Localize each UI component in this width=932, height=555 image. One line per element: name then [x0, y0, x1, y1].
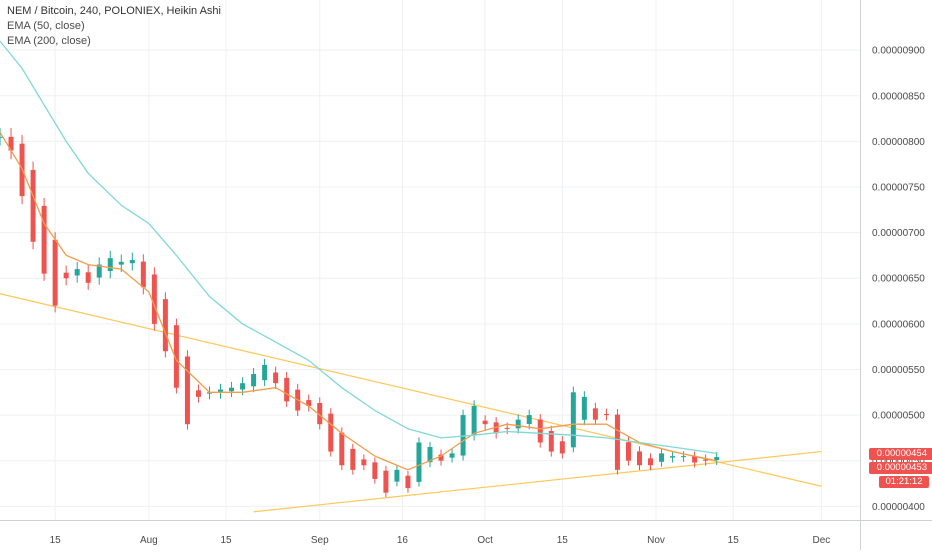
candle-body — [41, 205, 47, 274]
candle-body — [52, 239, 58, 306]
y-tick-label: 0.00000500 — [872, 411, 925, 422]
trendline — [253, 450, 822, 513]
candle-body — [471, 405, 477, 436]
candle-body — [592, 408, 598, 420]
x-tick-label: Dec — [813, 535, 831, 546]
y-tick-label: 0.00000800 — [872, 137, 925, 148]
candle-body — [581, 396, 587, 420]
candle-body — [648, 458, 654, 466]
candle-body — [636, 451, 642, 466]
candle-body — [449, 453, 455, 458]
ema50-legend[interactable]: EMA (50, close) — [7, 20, 85, 32]
candle-body — [537, 419, 543, 443]
candle-body — [504, 427, 510, 429]
x-tick-label: 15 — [220, 535, 232, 546]
candle-body — [96, 264, 102, 278]
candle-body — [195, 390, 201, 397]
x-tick-label: Nov — [647, 535, 665, 546]
x-tick-label: Aug — [140, 535, 158, 546]
y-tick-label: 0.00000650 — [872, 274, 925, 285]
candle-body — [273, 372, 279, 384]
candle-body — [570, 392, 576, 448]
x-tick-label: Oct — [477, 535, 493, 546]
ema200-legend[interactable]: EMA (200, close) — [7, 35, 91, 47]
y-tick-label: 0.00000600 — [872, 319, 925, 330]
candle-body — [427, 447, 433, 463]
candle-body — [559, 441, 565, 454]
bar-countdown: 01:21:12 — [879, 476, 929, 488]
candle-body — [30, 169, 36, 242]
x-tick-label: 15 — [50, 535, 62, 546]
ema200-line — [0, 40, 717, 455]
candle-body — [526, 415, 532, 424]
candle-body — [614, 414, 620, 470]
candle-body — [659, 453, 665, 462]
candle-body — [692, 456, 698, 463]
candle-body — [603, 413, 609, 416]
candle-body — [515, 419, 521, 429]
candle-body — [184, 356, 190, 425]
y-tick-label: 0.00000550 — [872, 365, 925, 376]
candle-body — [625, 442, 631, 461]
candle-body — [482, 420, 488, 425]
candle-body — [306, 400, 312, 406]
candle-body — [460, 415, 466, 456]
candle-body — [262, 364, 268, 381]
symbol-title[interactable]: NEM / Bitcoin, 240, POLONIEX, Heikin Ash… — [7, 5, 221, 17]
candle-body — [670, 456, 676, 458]
y-tick-label: 0.00000750 — [872, 183, 925, 194]
candle-body — [63, 272, 69, 279]
y-tick-label: 0.00000700 — [872, 228, 925, 239]
y-tick-label: 0.00000900 — [872, 46, 925, 57]
candle-body — [118, 261, 124, 265]
last-price-badge: 0.00000454 — [869, 448, 932, 460]
candle-body — [317, 403, 323, 425]
ema50-line — [0, 131, 717, 471]
candle-body — [416, 442, 422, 482]
x-tick-label: 16 — [397, 535, 409, 546]
candle-body — [681, 456, 687, 458]
candle-body — [0, 136, 3, 138]
candle-body — [383, 470, 389, 493]
candle-body — [703, 459, 709, 461]
candle-body — [328, 413, 334, 452]
candle-body — [74, 269, 80, 276]
x-tick-label: 15 — [557, 535, 569, 546]
y-tick-label: 0.00000400 — [872, 502, 925, 513]
candle-body — [361, 459, 367, 466]
y-tick-label: 0.00000450 — [872, 456, 925, 467]
candle-body — [229, 387, 235, 392]
candle-body — [140, 261, 146, 288]
candle-body — [173, 325, 179, 388]
candle-body — [107, 258, 113, 272]
x-tick-label: Sep — [311, 535, 329, 546]
candle-body — [339, 432, 345, 466]
candle-body — [129, 260, 135, 264]
candle-body — [151, 274, 157, 324]
candle-body — [438, 454, 444, 461]
candle-body — [714, 457, 720, 461]
candle-body — [218, 389, 224, 393]
candle-body — [548, 430, 554, 452]
y-tick-label: 0.00000850 — [872, 91, 925, 102]
chart-legend: NEM / Bitcoin, 240, POLONIEX, Heikin Ash… — [7, 4, 221, 49]
candle-body — [350, 448, 356, 470]
ema-price-badge: 0.00000453 — [869, 462, 932, 474]
candle-body — [8, 136, 14, 151]
candle-body — [394, 469, 400, 482]
candle-body — [162, 299, 168, 352]
candle-body — [284, 377, 290, 402]
candle-body — [240, 383, 246, 390]
candle-body — [405, 475, 411, 489]
candle-body — [85, 272, 91, 283]
x-tick-label: 15 — [728, 535, 740, 546]
candle-body — [251, 374, 257, 387]
candle-body — [372, 462, 378, 479]
